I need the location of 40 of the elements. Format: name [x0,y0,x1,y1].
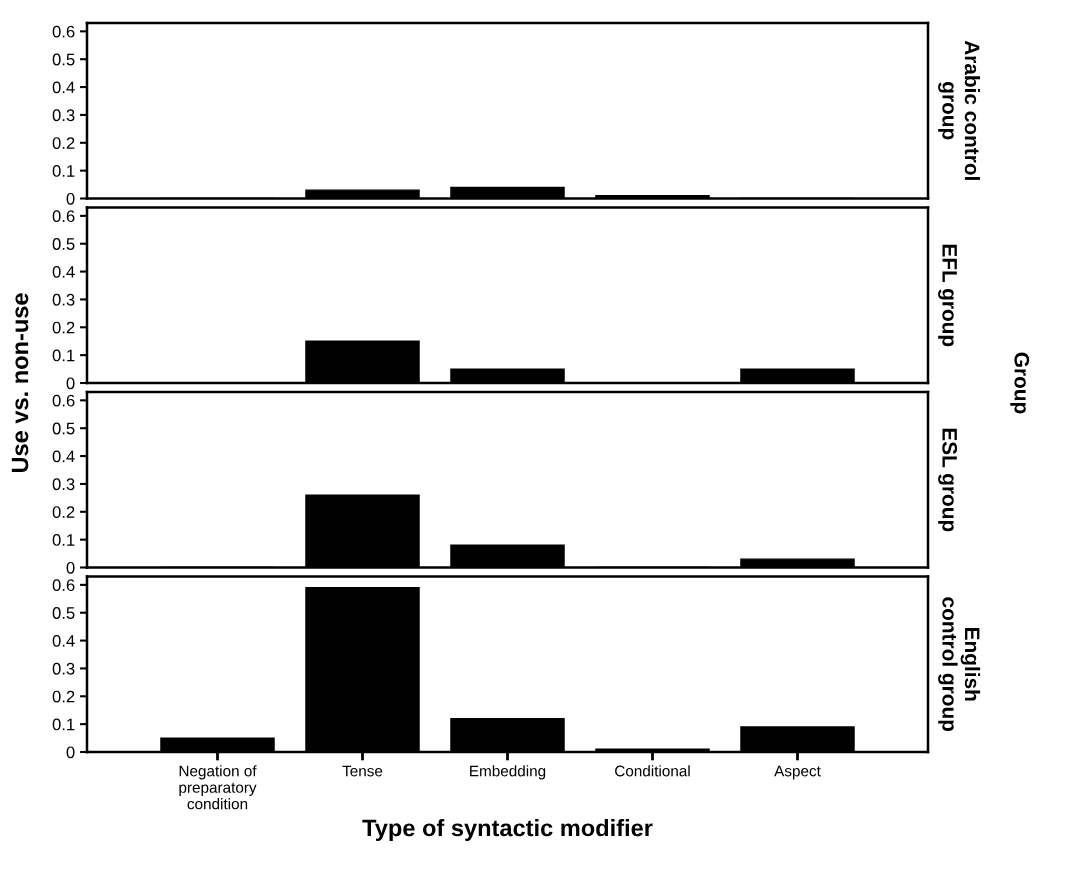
y-tick-label: 0.5 [52,53,75,66]
y-tick-label: 0.6 [52,210,75,223]
y2-axis-title: ESL group [938,428,958,532]
y-tick-label: 0.2 [52,690,75,703]
y-tick-label: 0.2 [52,506,75,518]
y2-axis-title: English control group [938,597,981,732]
y-tick-label: 0.1 [52,349,75,362]
y-tick-label: 0.6 [52,25,75,38]
y-tick-label: 0 [66,746,75,759]
y-tick-label: 0.4 [52,265,75,278]
y-tick-label: 0.3 [52,478,75,491]
x-tick-label: Embedding [470,765,546,780]
y2-axis-title: Arabic control group [938,40,981,180]
y-tick-label: 0.2 [52,137,75,149]
y-tick-label: 0.4 [52,450,75,463]
y-tick-label: 0 [66,377,75,390]
y-tick-label: 0.6 [52,394,75,407]
x-tick-label: Conditional [615,765,690,777]
y-tick-label: 0.1 [52,534,75,546]
y-tick-label: 0.4 [52,81,75,94]
y-tick-label: 0.5 [52,422,75,435]
y-tick-label: 0.5 [52,238,75,250]
y-tick-label: 0.3 [52,662,75,675]
y-tick-label: 0.6 [52,579,75,592]
y2-axis-title: EFL group [938,244,957,347]
y-tick-label: 0.1 [52,718,75,731]
y-tick-label: 0.4 [52,634,75,647]
y-tick-label: 0.5 [52,607,75,619]
y-tick-label: 0 [66,192,75,205]
x-axis-title: Type of syntactic modifier [362,818,653,842]
y-tick-label: 0.3 [52,109,75,122]
x-tick-label: Negation of preparatory condition [179,765,257,810]
x-tick-label: Tense [342,765,383,777]
y-tick-label: 0.1 [52,165,75,177]
y-tick-label: 0.2 [52,321,75,334]
y-axis-title: Use vs. non-use [11,293,29,473]
y-tick-label: 0 [66,561,75,574]
y-tick-label: 0.3 [52,293,75,306]
text: Group [1010,352,1030,414]
x-tick-label: Aspect [774,765,821,780]
